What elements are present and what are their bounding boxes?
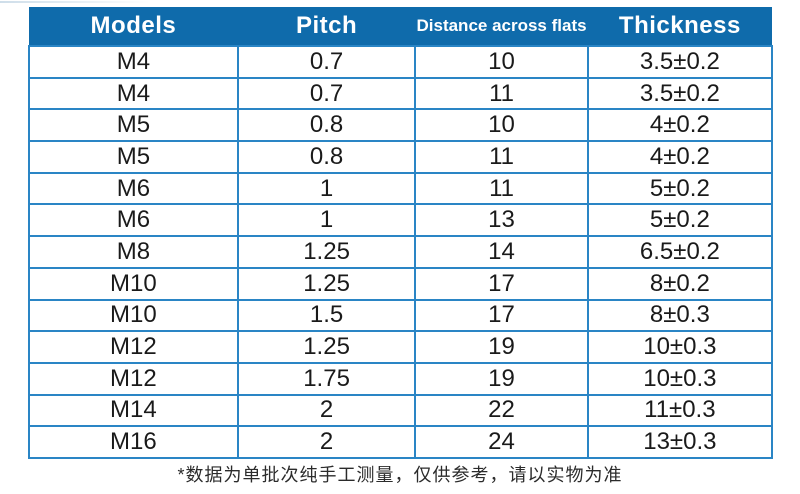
table-cell: 19	[414, 330, 589, 364]
table-row: M4 0.7 11 3.5±0.2	[28, 76, 774, 111]
table-cell: M6	[28, 203, 239, 238]
table-cell: 5±0.2	[586, 203, 774, 238]
table-cell: 17	[414, 298, 589, 333]
table-cell: 0.7	[236, 76, 417, 111]
table-cell: 11±0.3	[586, 393, 774, 428]
table-row: M14 2 22 11±0.3	[28, 393, 774, 428]
table-cell: M16	[28, 425, 239, 459]
table-cell: 1.25	[236, 330, 417, 364]
background-top-hairline	[0, 1, 150, 3]
table-cell: 1.25	[236, 235, 417, 269]
table-cell: M4	[28, 76, 239, 111]
table-cell: 4±0.2	[586, 140, 774, 174]
table-row: M12 1.75 19 10±0.3	[28, 361, 774, 396]
table-row: M4 0.7 10 3.5±0.2	[28, 45, 774, 79]
spec-table: Models Pitch Distance across flats Thick…	[28, 7, 774, 459]
table-cell: 0.8	[236, 140, 417, 174]
table-cell: 11	[414, 171, 589, 206]
table-cell: 13	[414, 203, 589, 238]
table-cell: 10±0.3	[586, 330, 774, 364]
table-row: M12 1.25 19 10±0.3	[28, 330, 774, 364]
table-cell: 8±0.2	[586, 266, 774, 301]
table-row: M8 1.25 14 6.5±0.2	[28, 235, 774, 269]
table-cell: 19	[414, 361, 589, 396]
table-cell: 0.8	[236, 108, 417, 143]
table-row: M6 1 11 5±0.2	[28, 171, 774, 206]
col-header-pitch: Pitch	[237, 7, 416, 46]
table-cell: 3.5±0.2	[586, 45, 774, 79]
table-cell: 24	[414, 425, 589, 459]
table-cell: M12	[28, 330, 239, 364]
table-cell: 11	[414, 140, 589, 174]
table-cell: M4	[28, 45, 239, 79]
table-row: M5 0.8 10 4±0.2	[28, 108, 774, 143]
table-row: M10 1.5 17 8±0.3	[28, 298, 774, 333]
table-cell: 6.5±0.2	[586, 235, 774, 269]
table-cell: M6	[28, 171, 239, 206]
table-cell: 3.5±0.2	[586, 76, 774, 111]
table-cell: M14	[28, 393, 239, 428]
table-cell: M8	[28, 235, 239, 269]
table-cell: 4±0.2	[586, 108, 774, 143]
table-cell: 0.7	[236, 45, 417, 79]
table-cell: 11	[414, 76, 589, 111]
col-header-thickness: Thickness	[587, 7, 772, 46]
table-cell: 2	[236, 393, 417, 428]
table-cell: M5	[28, 108, 239, 143]
col-header-distance-across-flats: Distance across flats	[415, 7, 588, 46]
table-cell: 1	[236, 171, 417, 206]
table-cell: 17	[414, 266, 589, 301]
table-row: M10 1.25 17 8±0.2	[28, 266, 774, 301]
col-header-models: Models	[29, 7, 238, 46]
table-cell: M10	[28, 266, 239, 301]
table-body: M4 0.7 10 3.5±0.2 M4 0.7 11 3.5±0.2 M5 0.8 10 4±0.2…	[28, 45, 774, 459]
table-row: M6 1 13 5±0.2	[28, 203, 774, 238]
table-header: Models Pitch Distance across flats Thick…	[29, 7, 772, 46]
table-cell: 10±0.3	[586, 361, 774, 396]
table-cell: 22	[414, 393, 589, 428]
table-cell: 1.75	[236, 361, 417, 396]
table-cell: 14	[414, 235, 589, 269]
table-cell: 10	[414, 45, 589, 79]
table-cell: 5±0.2	[586, 171, 774, 206]
table-cell: M12	[28, 361, 239, 396]
table-cell: 8±0.3	[586, 298, 774, 333]
table-cell: 1.5	[236, 298, 417, 333]
table-cell: 13±0.3	[586, 425, 774, 459]
table-cell: M10	[28, 298, 239, 333]
table-cell: M5	[28, 140, 239, 174]
nut-spec-table: Models Pitch Distance across flats Thick…	[28, 7, 774, 459]
table-row: M5 0.8 11 4±0.2	[28, 140, 774, 174]
table-cell: 10	[414, 108, 589, 143]
table-cell: 2	[236, 425, 417, 459]
footnote: *数据为单批次纯手工测量，仅供参考，请以实物为准	[177, 465, 623, 485]
table-cell: 1	[236, 203, 417, 238]
table-header-row: Models Pitch Distance across flats Thick…	[29, 7, 772, 46]
table-row: M16 2 24 13±0.3	[28, 425, 774, 459]
table-cell: 1.25	[236, 266, 417, 301]
